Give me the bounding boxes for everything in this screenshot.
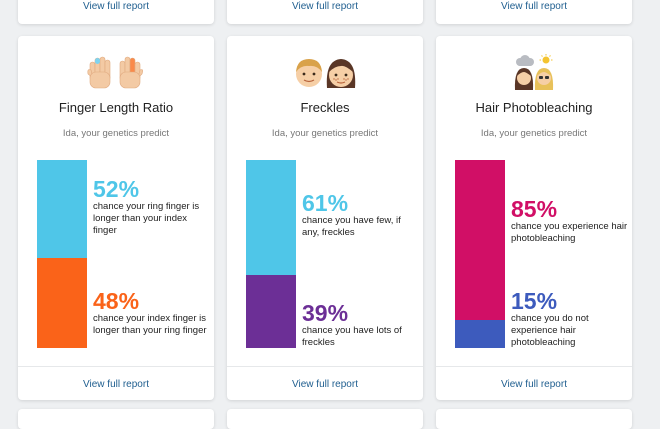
- result-percent: 39%: [302, 300, 349, 326]
- trait-card-hair-photobleaching[interactable]: Hair Photobleaching Ida, your genetics p…: [436, 36, 632, 400]
- bar-segment-bottom: [37, 257, 87, 348]
- result-description: chance you do not experience hair photob…: [511, 313, 589, 348]
- hands-icon: [18, 54, 214, 92]
- result-percent: 85%: [511, 196, 558, 222]
- result-bottom: 15% chance you do not experience hair ph…: [511, 289, 629, 349]
- next-card-1: [18, 409, 214, 429]
- card-subtitle: Ida, your genetics predict: [480, 128, 588, 139]
- result-bottom: 48% chance your index finger is longer t…: [93, 289, 211, 337]
- result-percent: 52%: [93, 176, 140, 202]
- result-description: chance you have few, if any, freckles: [302, 215, 401, 238]
- result-percent: 15%: [511, 288, 558, 314]
- bar-segment-bottom: [455, 319, 505, 348]
- prev-card-1: View full report: [18, 0, 214, 24]
- card-title: Freckles: [300, 100, 350, 115]
- probability-bar: [37, 160, 87, 348]
- bar-segment-top: [455, 160, 505, 320]
- card-footer: View full report: [436, 366, 632, 400]
- card-subtitle: Ida, your genetics predict: [62, 128, 170, 139]
- next-card-2: [227, 409, 423, 429]
- sun-hair-icon: [436, 54, 632, 92]
- faces-icon: [227, 54, 423, 92]
- card-footer: View full report: [18, 366, 214, 400]
- trait-card-freckles[interactable]: Freckles Ida, your genetics predict 61% …: [227, 36, 423, 400]
- card-subtitle: Ida, your genetics predict: [271, 128, 379, 139]
- view-full-report-link[interactable]: View full report: [501, 379, 567, 390]
- probability-bar: [455, 160, 505, 348]
- result-top: 61% chance you have few, if any, freckle…: [302, 191, 420, 239]
- result-description: chance your ring finger is longer than y…: [93, 201, 200, 236]
- probability-bar: [246, 160, 296, 348]
- bar-segment-top: [246, 160, 296, 275]
- result-top: 85% chance you experience hair photoblea…: [511, 197, 629, 245]
- result-description: chance your index finger is longer than …: [93, 313, 207, 336]
- card-title: Hair Photobleaching: [475, 100, 593, 115]
- card-title: Finger Length Ratio: [58, 100, 174, 115]
- card-footer: View full report: [227, 366, 423, 400]
- result-description: chance you experience hair photobleachin…: [511, 221, 628, 244]
- result-top: 52% chance your ring finger is longer th…: [93, 177, 211, 237]
- prev-card-2: View full report: [227, 0, 423, 24]
- view-full-report-link[interactable]: View full report: [292, 379, 358, 390]
- result-percent: 61%: [302, 190, 349, 216]
- trait-card-finger-length[interactable]: Finger Length Ratio Ida, your genetics p…: [18, 36, 214, 400]
- view-full-report-link[interactable]: View full report: [501, 1, 567, 12]
- bar-segment-top: [37, 160, 87, 258]
- view-full-report-link[interactable]: View full report: [83, 379, 149, 390]
- view-full-report-link[interactable]: View full report: [83, 1, 149, 12]
- result-description: chance you have lots of freckles: [302, 325, 402, 348]
- prev-card-3: View full report: [436, 0, 632, 24]
- result-percent: 48%: [93, 288, 140, 314]
- view-full-report-link[interactable]: View full report: [292, 1, 358, 12]
- bar-segment-bottom: [246, 274, 296, 348]
- next-card-3: [436, 409, 632, 429]
- result-bottom: 39% chance you have lots of freckles: [302, 301, 420, 349]
